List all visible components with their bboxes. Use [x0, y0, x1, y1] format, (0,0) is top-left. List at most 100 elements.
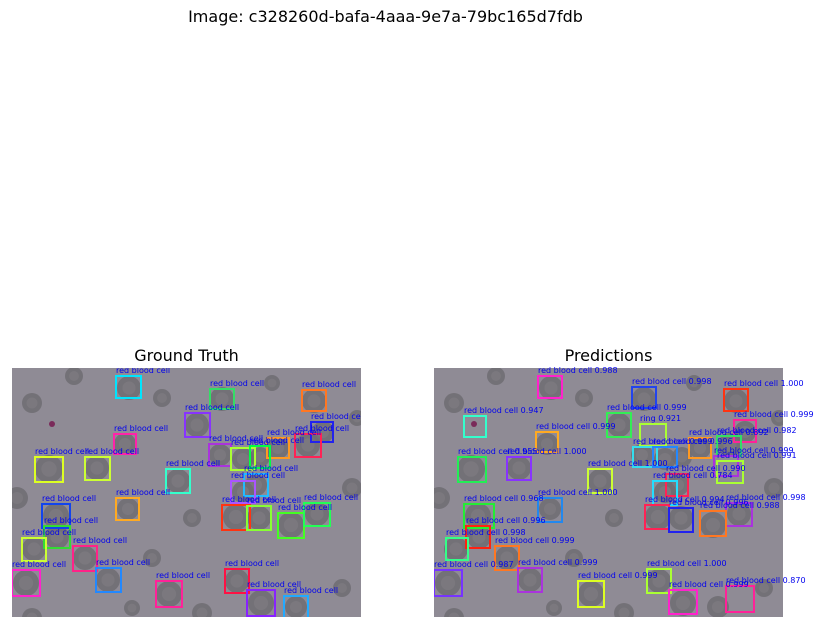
ground-truth-label: red blood cell: [222, 495, 277, 504]
prediction-box: [445, 537, 469, 561]
blood-cell-center: [523, 573, 537, 587]
blood-cell-center: [612, 418, 626, 432]
prediction-box: [716, 460, 744, 484]
prediction-label: red blood cell 0.999: [607, 403, 687, 412]
blood-cell-center: [157, 393, 167, 403]
ground-truth-box: [34, 456, 64, 483]
ground-truth-label: red blood cell: [231, 438, 286, 447]
ground-truth-label: red blood cell: [210, 379, 265, 388]
ground-truth-label: red blood cell: [304, 493, 359, 502]
blood-cell-center: [271, 441, 285, 455]
prediction-label: red blood cell 0.870: [726, 576, 806, 585]
ground-truth-box: [155, 580, 183, 608]
blood-cell-center: [90, 461, 104, 475]
blood-cell-center: [147, 553, 157, 563]
ground-truth-box: [115, 497, 140, 521]
blood-cell-center: [543, 502, 557, 516]
predictions-image: [434, 368, 783, 617]
ground-truth-label: red blood cell: [250, 436, 305, 445]
prediction-label: red blood cell 0.968: [464, 494, 544, 503]
prediction-box: [668, 507, 694, 533]
ground-truth-box: [113, 433, 137, 455]
blood-cell-center: [759, 583, 769, 593]
prediction-label: red blood cell 0.784: [653, 471, 733, 480]
ground-truth-box: [115, 375, 142, 399]
blood-cell-center: [448, 397, 460, 409]
prediction-box: [668, 589, 698, 615]
prediction-label: red blood cell 0.999: [518, 558, 598, 567]
predictions-panel: red blood cell 0.988 red blood cell 0.998…: [434, 366, 814, 617]
ground-truth-box: [294, 433, 322, 458]
blood-cell-center: [658, 452, 672, 466]
blood-cell-center: [121, 502, 135, 516]
prediction-box: [632, 446, 658, 468]
blood-cell-center: [618, 607, 630, 617]
blood-cell-center: [310, 507, 324, 521]
ground-truth-label: red blood cell: [114, 424, 169, 433]
prediction-box: [652, 446, 678, 468]
ground-truth-box: [72, 545, 98, 572]
prediction-label: red blood cell 0.999: [669, 580, 749, 589]
blood-cell-center: [579, 393, 589, 403]
blood-cell-center: [254, 451, 266, 463]
figure-title: Image: c328260d-bafa-4aaa-9e7a-79bc165d7…: [188, 7, 583, 26]
blood-cell-center: [307, 394, 321, 408]
prediction-box: [699, 510, 727, 537]
blood-cell-center: [774, 413, 783, 423]
blood-cell-center: [674, 511, 688, 525]
prediction-label: red blood cell 1.000: [507, 447, 587, 456]
ground-truth-box: [221, 504, 251, 531]
ground-truth-label: red blood cell: [85, 447, 140, 456]
prediction-box: [434, 569, 463, 597]
prediction-box: [631, 386, 657, 409]
blood-cell-center: [705, 517, 721, 533]
parasite-spot: [49, 421, 55, 427]
ground-truth-label: red blood cell: [185, 403, 240, 412]
ground-truth-box: [41, 503, 71, 529]
blood-cell-center: [252, 511, 266, 525]
prediction-box: [537, 497, 563, 523]
blood-cell-center: [228, 509, 244, 525]
ground-truth-box: [184, 412, 211, 438]
blood-cell-center: [544, 381, 558, 395]
blood-cell-center: [196, 607, 208, 617]
prediction-label: red blood cell 0.996: [669, 498, 749, 507]
blood-cell-center: [171, 474, 185, 488]
ground-truth-box: [84, 456, 111, 481]
ground-truth-label: red blood cell: [209, 434, 264, 443]
blood-cell-center: [569, 553, 579, 563]
blood-cell-center: [283, 517, 299, 533]
prediction-label: red blood cell 0.990: [666, 464, 746, 473]
ground-truth-image: [12, 368, 361, 617]
prediction-label: red blood cell 1.000: [588, 459, 668, 468]
ground-truth-box: [224, 568, 250, 594]
blood-cell-center: [434, 491, 446, 505]
ground-truth-label: red blood cell: [116, 488, 171, 497]
ground-truth-label: red blood cell: [116, 368, 171, 375]
ground-truth-label: red blood cell: [44, 516, 99, 525]
ground-truth-box: [95, 567, 122, 593]
ground-truth-label: red blood cell: [166, 459, 221, 468]
prediction-box: [587, 468, 613, 494]
blood-cell-center: [635, 448, 649, 462]
ground-truth-label: red blood cell: [267, 428, 322, 437]
ground-truth-label: red blood cell: [42, 494, 97, 503]
blood-cell-center: [440, 575, 456, 591]
blood-cell-center: [27, 542, 41, 556]
ground-truth-label: red blood cell: [284, 586, 339, 595]
prediction-label: red blood cell 0.947: [464, 406, 544, 415]
ground-truth-box: [230, 480, 256, 504]
prediction-box: [646, 568, 672, 594]
panel-title-ground-truth: Ground Truth: [134, 346, 239, 365]
parasite-spot: [471, 421, 477, 427]
blood-cell-center: [230, 574, 244, 588]
ground-truth-box: [249, 445, 271, 469]
ground-truth-box: [301, 389, 327, 412]
ground-truth-label: red blood cell: [278, 503, 333, 512]
blood-cell-center: [118, 437, 132, 451]
prediction-label: red blood cell 0.998: [726, 493, 806, 502]
blood-cell-center: [593, 474, 607, 488]
ground-truth-box: [12, 569, 41, 597]
ground-truth-box: [283, 595, 309, 617]
prediction-label: red blood cell 0.987: [434, 560, 514, 569]
